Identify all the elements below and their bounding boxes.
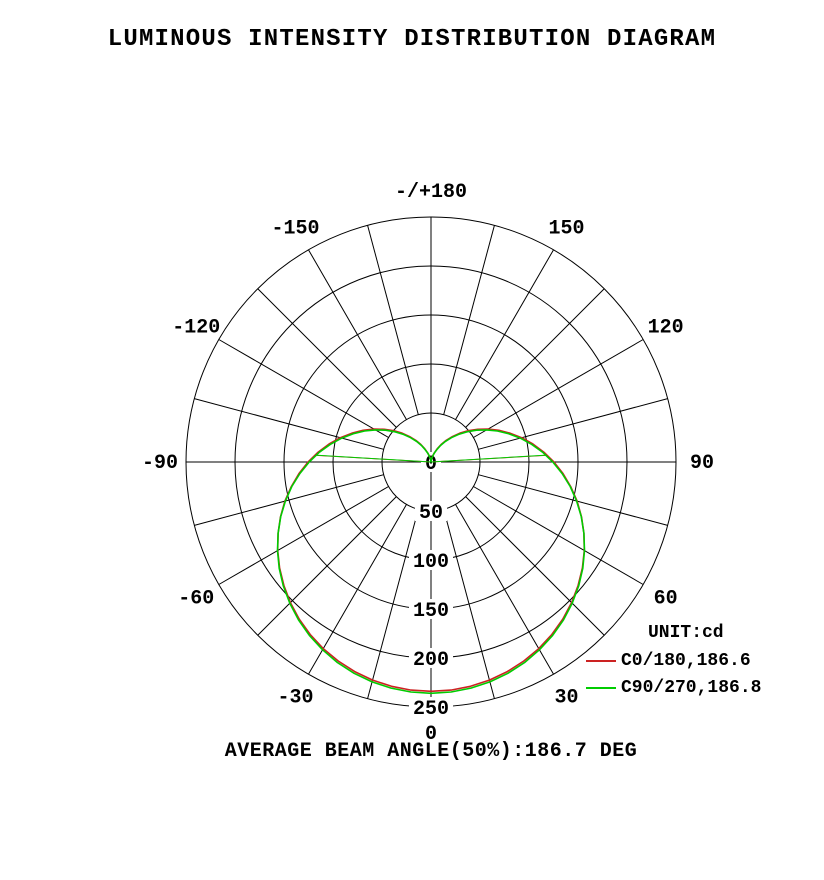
- radial-label: 0: [425, 453, 437, 476]
- radial-label-backing: [409, 697, 453, 717]
- legend-line-c0-180: [586, 659, 616, 662]
- angle-label: -/+180: [395, 181, 467, 204]
- beam-angle-caption: AVERAGE BEAM ANGLE(50%):186.7 DEG: [224, 740, 638, 763]
- radial-label: 150: [413, 600, 449, 623]
- angle-label: 120: [648, 317, 684, 340]
- angle-label: -90: [142, 452, 178, 475]
- radial-label-backing: [409, 648, 453, 668]
- grid-spoke: [308, 249, 407, 420]
- grid-spoke: [473, 486, 644, 585]
- angle-label: 90: [690, 452, 714, 475]
- grid-spoke: [443, 509, 495, 699]
- grid-spoke: [194, 398, 384, 450]
- legend-label-c0-180: C0/180,186.6: [621, 650, 751, 671]
- radial-label-backing: [409, 599, 453, 619]
- angle-label: 0: [425, 723, 437, 746]
- grid-spoke: [257, 496, 397, 636]
- angle-label: 30: [554, 687, 578, 710]
- grid-spoke: [308, 504, 407, 675]
- angle-label: 150: [548, 217, 584, 240]
- radial-label: 100: [413, 551, 449, 574]
- radial-label: 250: [413, 698, 449, 721]
- legend-item-c90-270: C90/270,186.8: [586, 674, 761, 701]
- grid-spoke: [473, 339, 644, 438]
- grid-spoke: [367, 225, 419, 415]
- beam-angle-line-C90-270: [315, 454, 432, 463]
- legend: UNIT:cd C0/180,186.6 C90/270,186.8: [586, 620, 761, 701]
- grid-spoke: [218, 339, 389, 438]
- curve-C0-180: [276, 428, 586, 693]
- grid-spoke: [367, 509, 419, 699]
- angle-label: -120: [172, 317, 220, 340]
- radial-label-backing: [415, 501, 447, 521]
- beam-angle-line-C90-270: [430, 454, 547, 463]
- legend-item-c0-180: C0/180,186.6: [586, 647, 761, 674]
- angle-label: -30: [277, 687, 313, 710]
- angle-label: 60: [654, 588, 678, 611]
- grid-spoke: [478, 398, 668, 450]
- grid-spoke: [443, 225, 495, 415]
- grid-spoke: [465, 496, 605, 636]
- grid-spoke: [218, 486, 389, 585]
- page-title: LUMINOUS INTENSITY DISTRIBUTION DIAGRAM: [107, 26, 717, 53]
- angle-label: -150: [271, 217, 319, 240]
- grid-spoke: [257, 288, 397, 428]
- legend-line-c90-270: [586, 686, 616, 689]
- radial-label-backing: [409, 550, 453, 570]
- grid-spoke: [478, 474, 668, 526]
- legend-unit-label: UNIT:cd: [648, 623, 724, 643]
- angle-label: -60: [178, 588, 214, 611]
- grid-spoke: [194, 474, 384, 526]
- legend-label-c90-270: C90/270,186.8: [621, 677, 762, 698]
- grid-spoke: [455, 249, 554, 420]
- grid-spoke: [465, 288, 605, 428]
- radial-label: 200: [413, 649, 449, 672]
- radial-label: 50: [419, 502, 443, 525]
- curve-C90-270: [276, 429, 586, 695]
- grid-spoke: [455, 504, 554, 675]
